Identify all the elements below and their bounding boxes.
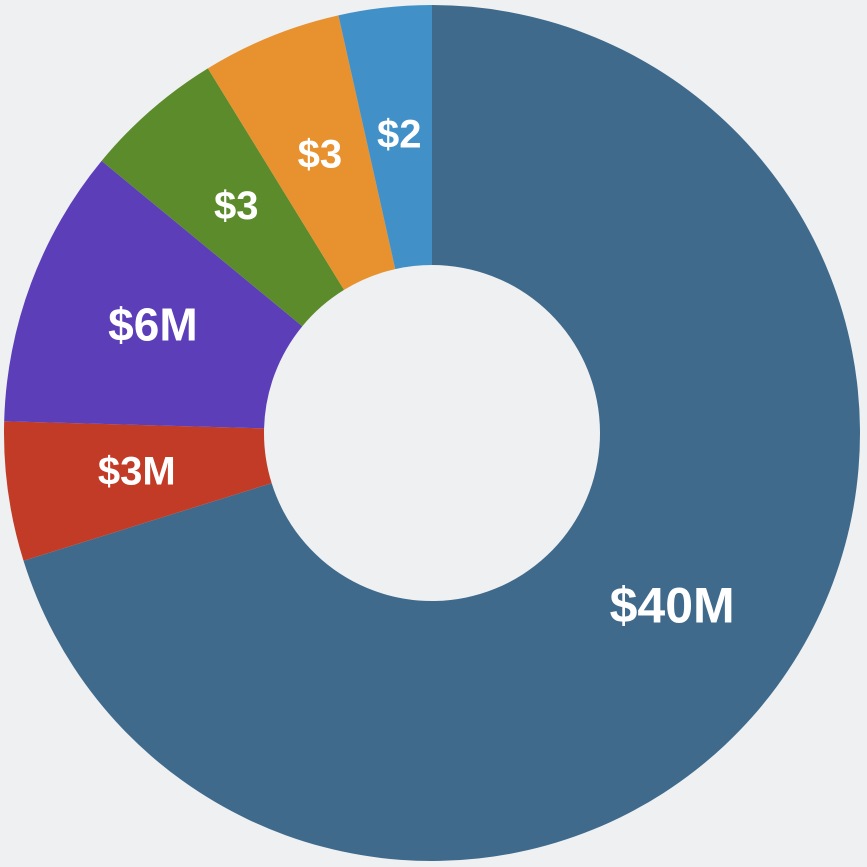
donut-slice (338, 5, 432, 270)
donut-slice (4, 160, 303, 429)
data-label: $6M (108, 299, 197, 351)
donut-slice (207, 15, 396, 290)
data-label: $2 (377, 112, 422, 156)
donut-slice (23, 5, 861, 861)
donut-slice (4, 421, 272, 561)
data-label: $3 (214, 184, 259, 228)
data-label: $3 (298, 132, 343, 176)
data-label: $3M (98, 449, 176, 493)
donut-slice (101, 68, 345, 327)
data-label: $40M (610, 578, 735, 634)
